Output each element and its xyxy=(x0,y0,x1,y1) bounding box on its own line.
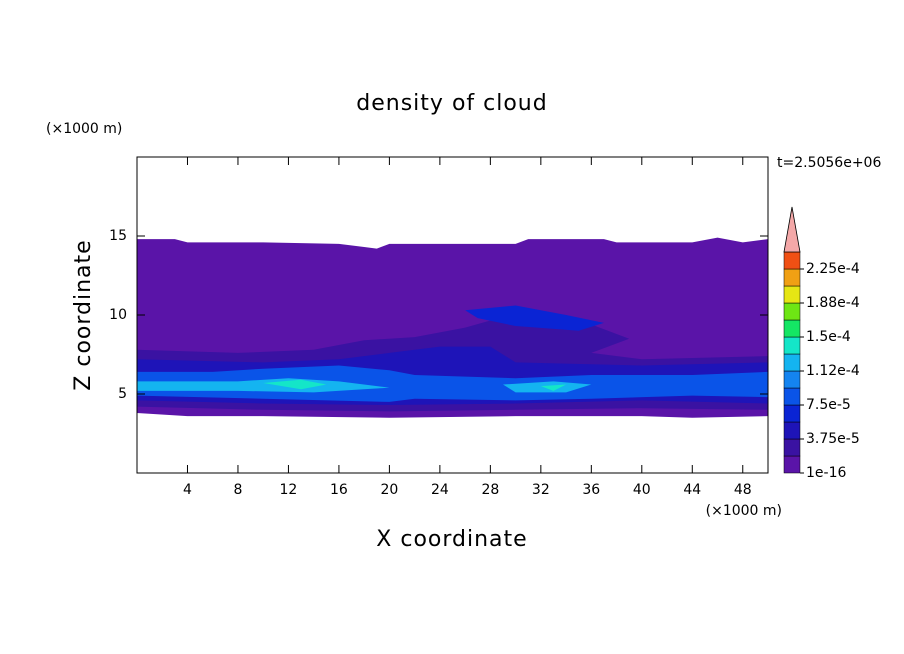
time-annotation: t=2.5056e+06 xyxy=(777,155,881,171)
colorbar-label: 7.5e-5 xyxy=(806,397,851,413)
x-axis-label: X coordinate xyxy=(376,527,527,552)
chart-title: density of cloud xyxy=(356,91,547,116)
colorbar-label: 3.75e-5 xyxy=(806,431,860,447)
colorbar-band xyxy=(783,404,801,423)
x-tick-label: 28 xyxy=(481,482,499,498)
y-tick-label: 5 xyxy=(118,386,127,402)
colorbar-label: 1.12e-4 xyxy=(806,363,860,379)
x-tick-label: 40 xyxy=(633,482,651,498)
contour-region xyxy=(465,305,604,331)
colorbar-band xyxy=(783,268,801,287)
contour-region xyxy=(137,365,768,402)
x-tick-label: 48 xyxy=(734,482,752,498)
colorbar-extend xyxy=(783,206,801,253)
x-tick-label: 36 xyxy=(582,482,600,498)
colorbar-label: 1.5e-4 xyxy=(806,329,851,345)
x-unit: (×1000 m) xyxy=(706,503,782,519)
x-tick-label: 44 xyxy=(683,482,701,498)
x-tick-label: 32 xyxy=(532,482,550,498)
colorbar-label: 2.25e-4 xyxy=(806,261,860,277)
colorbar-band xyxy=(783,455,801,474)
colorbar-band xyxy=(783,387,801,406)
y-axis-label: Z coordinate xyxy=(71,239,96,390)
colorbar-band xyxy=(783,285,801,304)
x-tick-label: 20 xyxy=(380,482,398,498)
y-tick-label: 15 xyxy=(109,228,127,244)
x-tick-label: 4 xyxy=(183,482,192,498)
contour-region xyxy=(263,379,327,390)
y-unit: (×1000 m) xyxy=(46,121,122,137)
x-tick-label: 8 xyxy=(233,482,242,498)
colorbar-band xyxy=(783,336,801,355)
contour-region xyxy=(540,384,567,391)
y-tick-label: 10 xyxy=(109,307,127,323)
colorbar-band xyxy=(783,319,801,338)
x-tick-label: 12 xyxy=(280,482,298,498)
x-tick-label: 24 xyxy=(431,482,449,498)
colorbar-band xyxy=(783,353,801,372)
colorbar-label: 1e-16 xyxy=(806,465,846,481)
x-tick-label: 16 xyxy=(330,482,348,498)
colorbar-band xyxy=(783,302,801,321)
colorbar-band xyxy=(783,251,801,270)
contour-region xyxy=(137,378,390,393)
colorbar-band xyxy=(783,421,801,440)
colorbar-label: 1.88e-4 xyxy=(806,295,860,311)
colorbar-band xyxy=(783,438,801,457)
colorbar-band xyxy=(783,370,801,389)
